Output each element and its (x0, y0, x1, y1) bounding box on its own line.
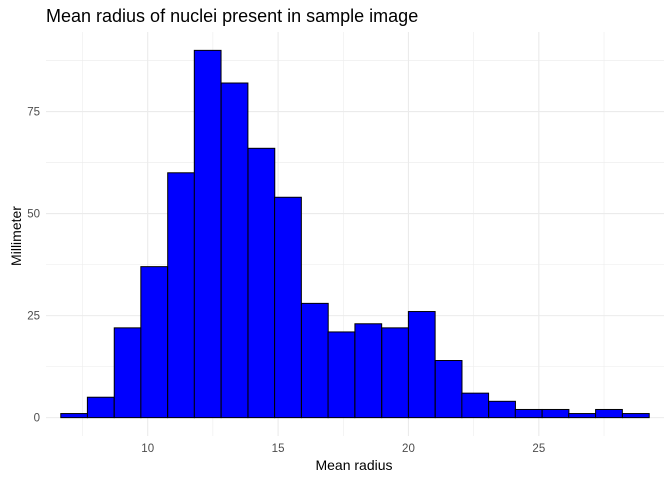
histogram-bar (434, 360, 463, 419)
histogram-bar (354, 323, 383, 419)
x-tick-label: 25 (532, 443, 545, 455)
y-axis-title: Millimeter (8, 206, 24, 266)
histogram-bar (595, 408, 623, 419)
histogram-bar (60, 413, 89, 419)
histogram-bar (220, 82, 249, 419)
x-tick-label: 10 (141, 443, 154, 455)
histogram-bar (274, 196, 302, 419)
chart-title: Mean radius of nuclei present in sample … (46, 6, 419, 26)
histogram-bar (86, 396, 115, 419)
x-tick-label: 20 (402, 443, 415, 455)
histogram-bar (407, 311, 436, 419)
histogram-bar (488, 400, 516, 419)
histogram-bar (327, 331, 356, 419)
bars-layer (60, 49, 650, 419)
histogram-bar (541, 408, 570, 419)
histogram-bar (247, 147, 276, 419)
y-tick-label: 75 (27, 107, 40, 119)
histogram-bar (140, 266, 169, 419)
histogram-bar (167, 172, 195, 419)
y-tick-label: 0 (34, 413, 40, 425)
histogram-bar (461, 392, 490, 419)
histogram-bar (300, 302, 329, 419)
histogram-bar (193, 49, 222, 419)
histogram-bar (621, 413, 650, 419)
histogram-bar (113, 327, 142, 419)
histogram-bar (568, 413, 596, 419)
x-axis-title: Mean radius (315, 457, 392, 473)
histogram-bar (514, 408, 543, 419)
histogram-bar (381, 327, 410, 419)
y-tick-label: 50 (27, 209, 40, 221)
y-tick-label: 25 (27, 311, 40, 323)
ticks-layer: 10 15 20 25 0 25 50 75 (27, 107, 545, 455)
x-tick-label: 15 (272, 443, 285, 455)
